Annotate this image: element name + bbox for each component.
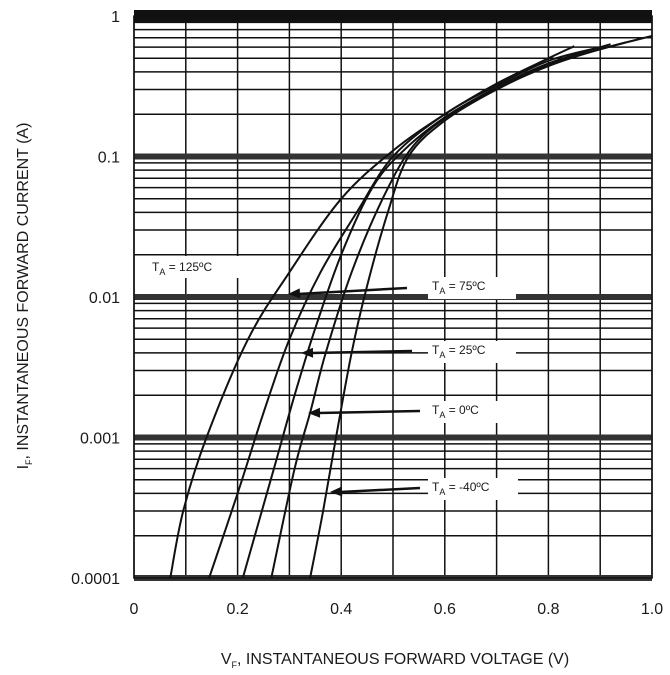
callout-bg-3 xyxy=(428,401,508,423)
series-line-4 xyxy=(309,35,652,578)
grid xyxy=(133,10,653,581)
plot-frame xyxy=(133,15,653,579)
callout-arrow-2 xyxy=(310,349,413,355)
series-line-1 xyxy=(208,46,601,578)
y-tick-label: 0.01 xyxy=(89,290,120,307)
series-label-2: TA = 25ºC xyxy=(432,343,486,360)
series-label-3: TA = 0ºC xyxy=(432,403,479,420)
callout-arrow-4 xyxy=(339,486,421,494)
x-tick-label: 0.6 xyxy=(434,601,456,618)
callout-arrowhead-1 xyxy=(288,288,301,299)
x-tick-label: 0 xyxy=(130,601,139,618)
callout-bg-2 xyxy=(428,341,516,363)
series-line-0 xyxy=(169,45,575,578)
series-line-2 xyxy=(241,43,611,578)
callouts: TA = 125ºC TA = 75ºC TA = 25ºC TA = 0ºC TA =… xyxy=(148,256,518,500)
callout-arrowhead-2 xyxy=(301,347,314,358)
callout-arrowhead-4 xyxy=(330,486,343,497)
y-axis-title: IF, INSTANTANEOUS FORWARD CURRENT (A) xyxy=(15,123,34,470)
y-tick-label: 1 xyxy=(111,9,120,26)
callout-bg-0 xyxy=(148,256,246,278)
x-axis-title: VF, INSTANTANEOUS FORWARD VOLTAGE (V) xyxy=(221,651,569,670)
tick-labels: 0 0.2 0.4 0.6 0.8 1.0 0.0001 0.001 0.01 0.1 1 xyxy=(71,9,663,618)
x-tick-label: 0.4 xyxy=(330,601,352,618)
y-tick-label: 0.1 xyxy=(98,150,120,167)
x-tick-label: 1.0 xyxy=(641,601,663,618)
callout-bg-1 xyxy=(428,277,516,299)
curves xyxy=(169,35,652,578)
y-tick-label: 0.0001 xyxy=(71,571,120,588)
callout-bg-4 xyxy=(428,478,518,500)
series-label-4: TA = -40ºC xyxy=(432,480,490,497)
callout-arrow-3 xyxy=(317,409,421,415)
series-label-0: TA = 125ºC xyxy=(152,260,212,277)
x-tick-label: 0.2 xyxy=(226,601,248,618)
x-tick-label: 0.8 xyxy=(537,601,559,618)
series-label-1: TA = 75ºC xyxy=(432,279,486,296)
callout-arrow-1 xyxy=(297,286,408,296)
y-tick-label: 0.001 xyxy=(80,431,120,448)
callout-arrowhead-3 xyxy=(308,407,321,418)
